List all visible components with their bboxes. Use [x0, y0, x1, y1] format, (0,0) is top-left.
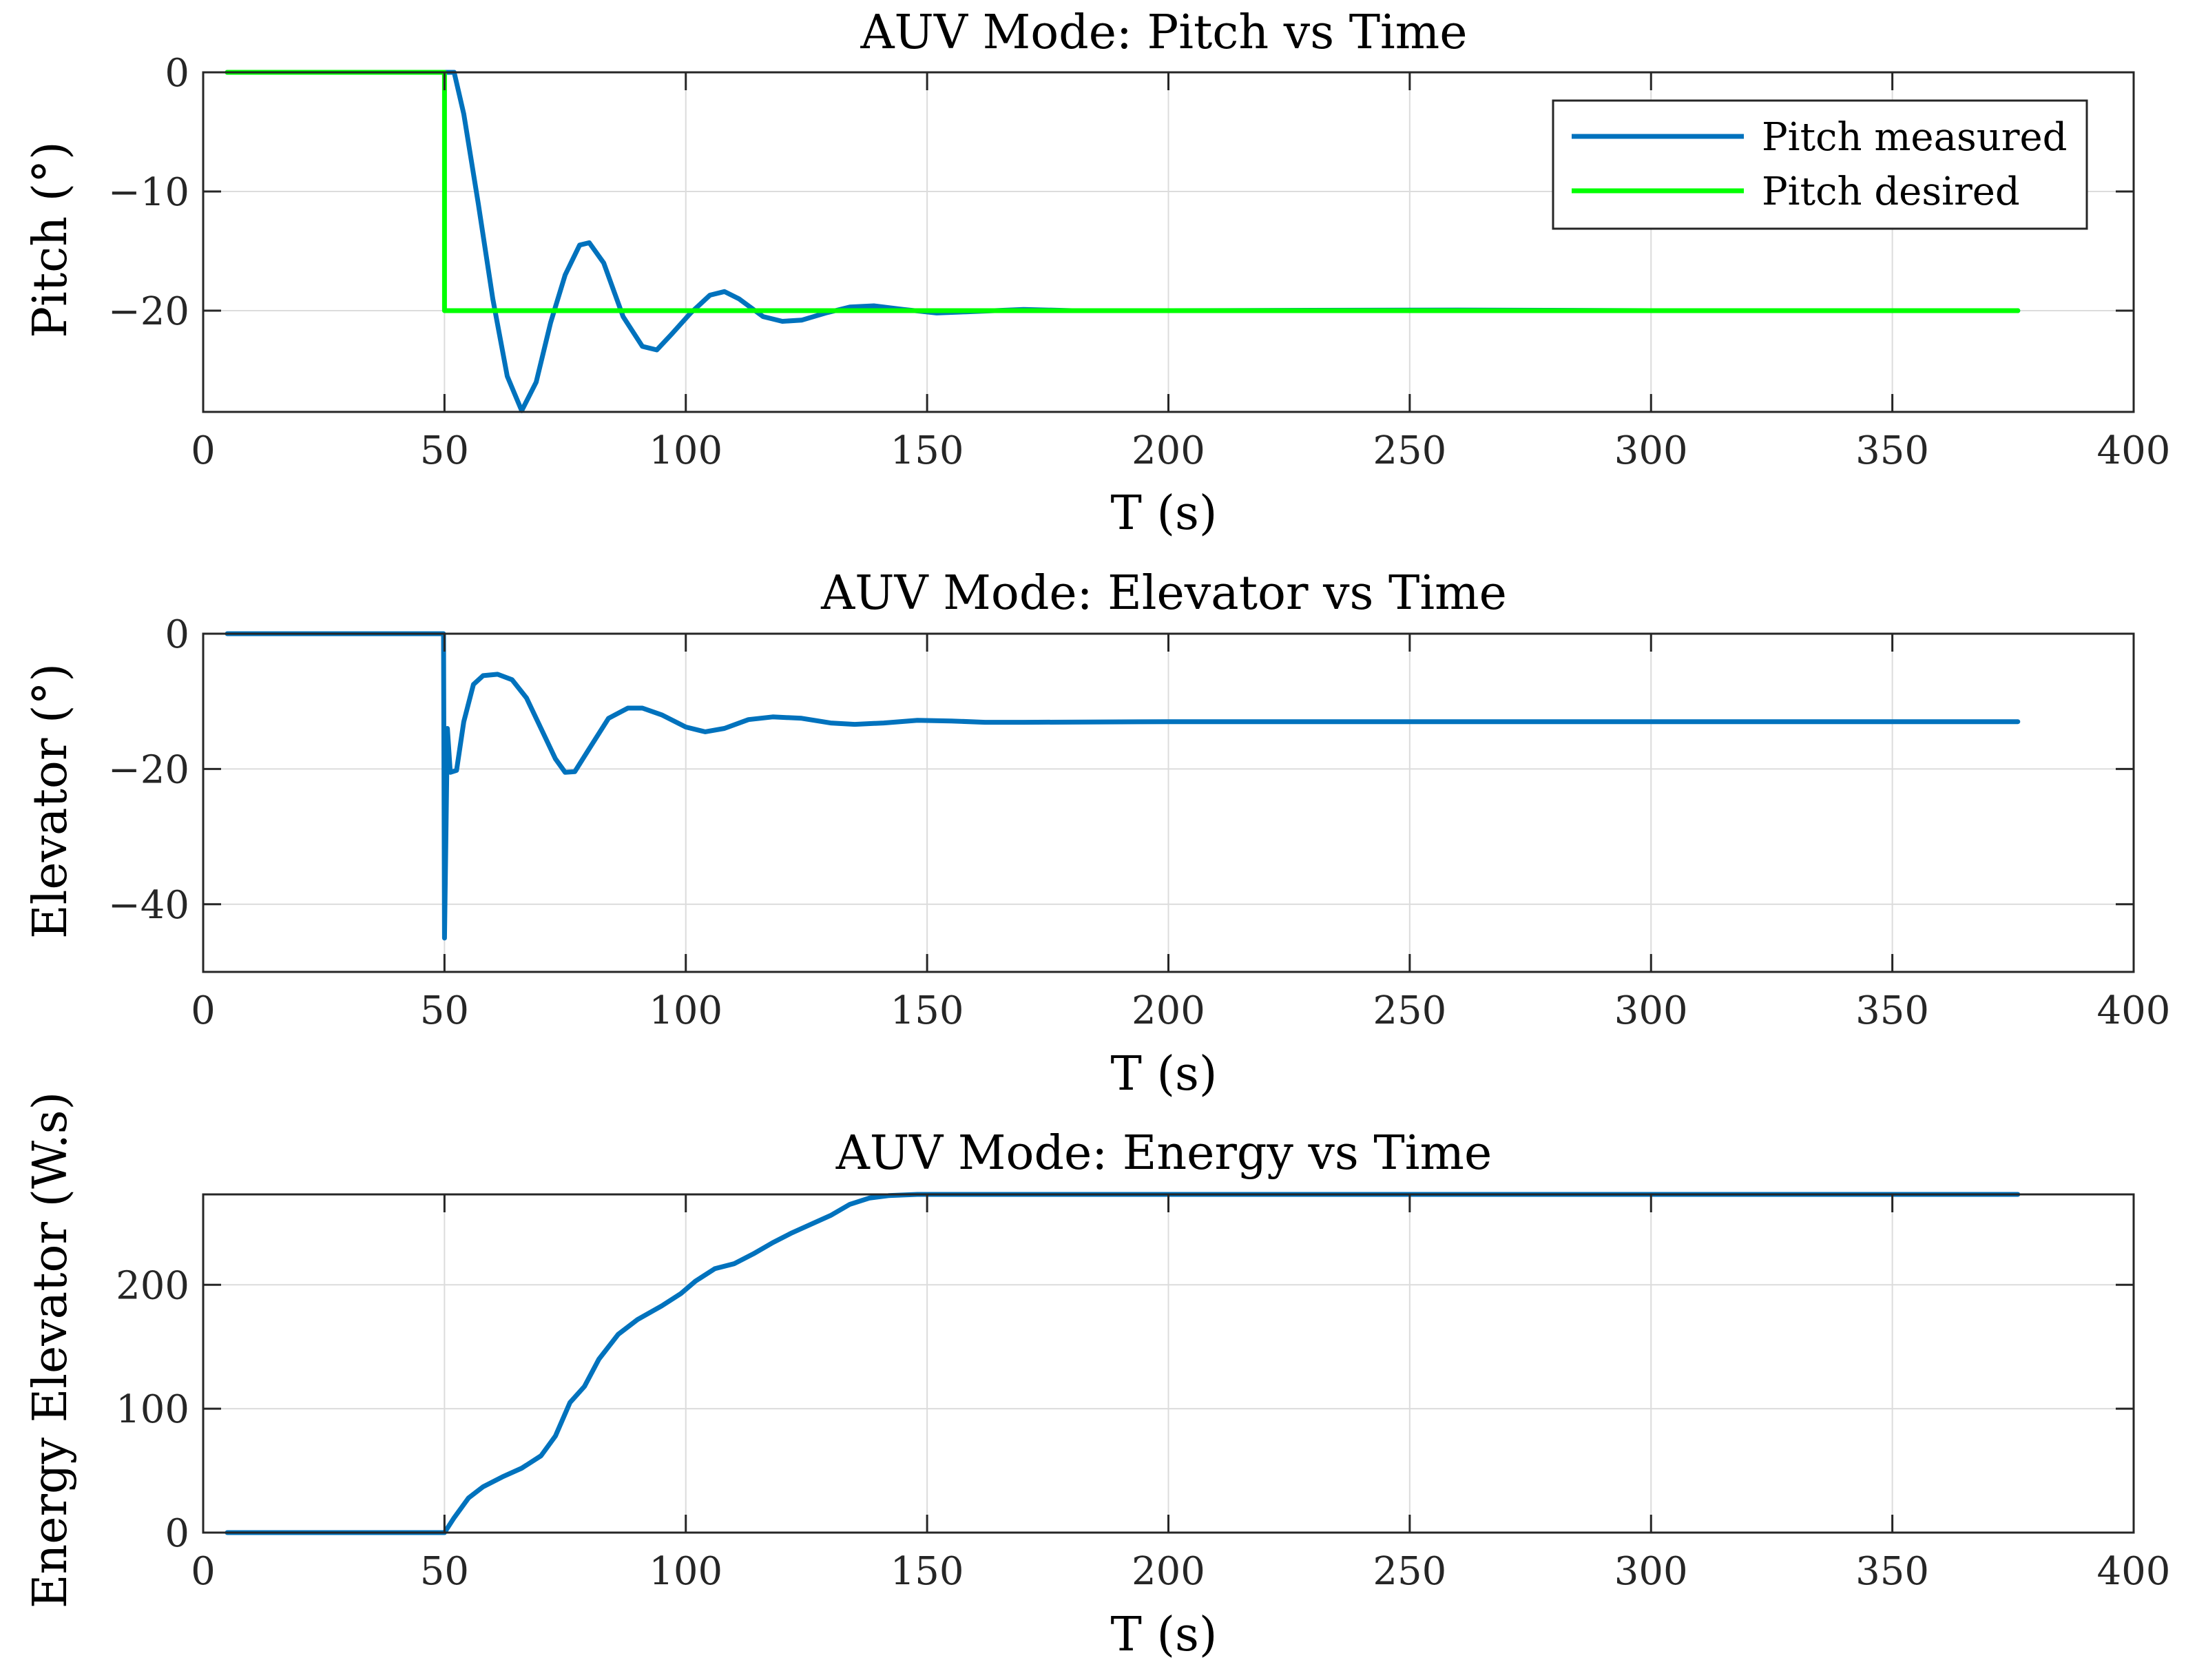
x-tick-label: 50	[420, 428, 469, 473]
y-tick-label: −10	[108, 170, 189, 215]
x-tick-label: 300	[1614, 988, 1688, 1033]
energy-plot: AUV Mode: Energy vs Time T (s) Energy El…	[23, 1092, 2170, 1662]
elevator-plot: AUV Mode: Elevator vs Time T (s) Elevato…	[23, 566, 2170, 1101]
y-tick-label: 0	[165, 1511, 189, 1556]
legend-box	[1552, 99, 2088, 230]
legend-label-pitch-desired: Pitch desired	[1762, 169, 2020, 214]
pitch-plot-legend: Pitch measured Pitch desired	[1552, 99, 2088, 230]
legend-label-pitch-measured: Pitch measured	[1762, 115, 2068, 160]
series-line-elevator	[225, 631, 2021, 941]
elevator-plot-ylabel: Elevator (°)	[23, 663, 78, 939]
y-tick-label: 100	[116, 1387, 189, 1432]
elevator-plot-title: AUV Mode: Elevator vs Time	[820, 566, 1507, 621]
energy-plot-ticks: 0 50 100 150 200 250 300 350 400 0 100 200	[116, 1194, 2170, 1594]
x-tick-label: 150	[891, 428, 964, 473]
x-tick-label: 350	[1855, 988, 1929, 1033]
elevator-plot-series	[225, 631, 2021, 941]
x-tick-label: 350	[1855, 1549, 1929, 1594]
x-tick-label: 100	[649, 988, 722, 1033]
pitch-plot-xlabel: T (s)	[1111, 486, 1218, 541]
x-tick-label: 400	[2097, 428, 2171, 473]
x-tick-label: 0	[191, 428, 216, 473]
x-tick-label: 250	[1373, 988, 1446, 1033]
x-tick-label: 300	[1614, 428, 1688, 473]
y-tick-label: −40	[108, 883, 189, 928]
energy-plot-xlabel: T (s)	[1111, 1608, 1218, 1662]
x-tick-label: 400	[2097, 1549, 2171, 1594]
y-tick-label: 0	[165, 51, 189, 96]
y-tick-label: −20	[108, 289, 189, 334]
x-tick-label: 50	[420, 1549, 469, 1594]
x-tick-label: 100	[649, 1549, 722, 1594]
elevator-plot-xlabel: T (s)	[1111, 1047, 1218, 1101]
series-line-energy-elevator	[225, 1192, 2021, 1535]
x-tick-label: 300	[1614, 1549, 1688, 1594]
x-tick-label: 250	[1373, 428, 1446, 473]
x-tick-label: 200	[1132, 988, 1205, 1033]
y-tick-label: 0	[165, 612, 189, 657]
y-tick-label: −20	[108, 747, 189, 792]
x-tick-label: 150	[891, 988, 964, 1033]
x-tick-label: 0	[191, 1549, 216, 1594]
x-tick-label: 250	[1373, 1549, 1446, 1594]
x-tick-label: 200	[1132, 428, 1205, 473]
y-tick-label: 200	[116, 1263, 189, 1308]
pitch-plot: AUV Mode: Pitch vs Time T (s) Pitch (°) …	[23, 6, 2170, 541]
x-tick-label: 400	[2097, 988, 2171, 1033]
elevator-plot-ticks: 0 50 100 150 200 250 300 350 400 0 −20 −40	[108, 612, 2171, 1033]
x-tick-label: 350	[1855, 428, 1929, 473]
x-tick-label: 0	[191, 988, 216, 1033]
pitch-plot-title: AUV Mode: Pitch vs Time	[860, 6, 1467, 60]
pitch-plot-ticks: 0 50 100 150 200 250 300 350 400 0 −10 −20	[108, 51, 2171, 473]
x-tick-label: 100	[649, 428, 722, 473]
energy-plot-title: AUV Mode: Energy vs Time	[835, 1126, 1492, 1181]
pitch-plot-ylabel: Pitch (°)	[23, 141, 78, 338]
x-tick-label: 50	[420, 988, 469, 1033]
x-tick-label: 150	[891, 1549, 964, 1594]
energy-plot-series	[225, 1192, 2021, 1535]
x-tick-label: 200	[1132, 1549, 1205, 1594]
energy-plot-ylabel: Energy Elevator (W.s)	[23, 1092, 78, 1608]
